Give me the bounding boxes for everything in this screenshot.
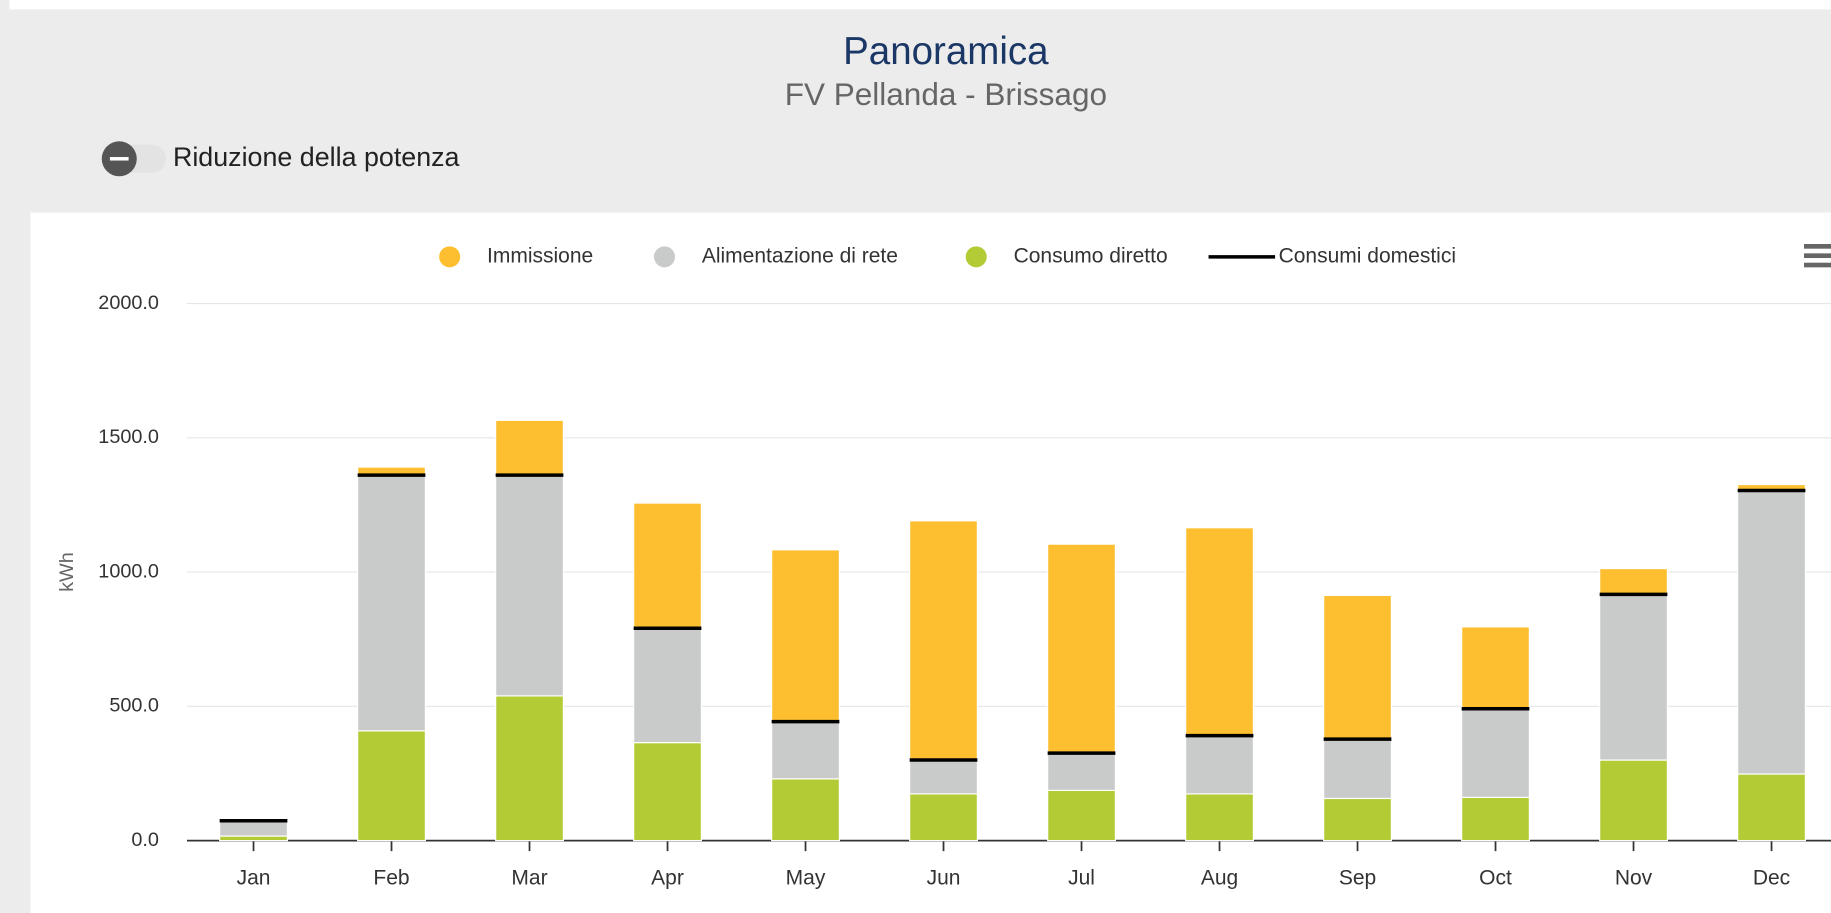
bar-segment <box>1323 738 1392 800</box>
x-tick-label: Aug <box>1201 867 1238 890</box>
bar-segment <box>1599 593 1668 761</box>
bar-segment <box>633 627 702 744</box>
y-tick-label: 500.0 <box>109 695 159 717</box>
bar-segment <box>771 721 840 780</box>
top-strip <box>9 0 1831 10</box>
bar-segment <box>1461 796 1530 842</box>
y-axis-label: kWh <box>56 552 78 592</box>
bar-segment <box>1185 527 1254 737</box>
bar-segment <box>1461 708 1530 798</box>
bar-segment <box>1323 594 1392 740</box>
bar-segment <box>495 419 564 476</box>
bar-segment <box>1185 735 1254 795</box>
x-tick-label: Nov <box>1615 867 1653 890</box>
menu-bar[interactable] <box>1803 262 1831 268</box>
x-tick-label: Dec <box>1753 867 1790 890</box>
bar-segment <box>1461 626 1530 710</box>
x-tick-label: Jul <box>1068 867 1095 890</box>
toggle[interactable] <box>101 141 166 177</box>
chart-subtitle: FV Pellanda - Brissago <box>785 76 1107 112</box>
x-tick-label: Sep <box>1339 867 1376 890</box>
legend-marker[interactable] <box>965 246 987 268</box>
bar-segment <box>1047 752 1116 791</box>
x-tick-label: May <box>786 867 826 890</box>
chart-title: Panoramica <box>843 30 1049 73</box>
bar-segment <box>909 759 978 795</box>
menu-icon[interactable] <box>1803 244 1831 268</box>
toggle-label: Riduzione della potenza <box>173 142 460 172</box>
legend-label[interactable]: Consumo diretto <box>1014 244 1168 267</box>
y-tick-label: 1500.0 <box>98 426 159 448</box>
bar-segment <box>1599 759 1668 842</box>
toggle-minus <box>109 157 129 161</box>
y-tick-label: 0.0 <box>131 829 159 851</box>
bar-segment <box>633 502 702 629</box>
bar-segment <box>1047 789 1116 842</box>
bar-segment <box>771 549 840 723</box>
x-tick-label: Jan <box>237 867 271 890</box>
legend-label[interactable]: Consumi domestici <box>1279 244 1456 267</box>
bar-segment <box>1323 797 1392 842</box>
bar-segment <box>1737 489 1806 775</box>
bar-segment <box>1737 773 1806 842</box>
bar-segment <box>1047 543 1116 754</box>
x-tick-label: Jun <box>927 867 961 890</box>
menu-bar[interactable] <box>1803 244 1831 249</box>
bar-segment <box>357 474 426 732</box>
legend-label[interactable]: Immissione <box>487 244 593 267</box>
bar-segment <box>495 695 564 842</box>
bar-segment <box>633 742 702 842</box>
y-tick-label: 1000.0 <box>98 560 159 582</box>
bar-segment <box>219 835 288 842</box>
bar-segment <box>495 474 564 697</box>
bar-segment <box>771 778 840 842</box>
bar-segment <box>1599 568 1668 595</box>
bar-segment <box>1185 793 1254 842</box>
x-tick-label: Apr <box>651 867 684 890</box>
bar-segment <box>909 793 978 842</box>
bar-segment <box>219 820 288 837</box>
bar-segment <box>909 520 978 761</box>
x-tick-label: Mar <box>511 867 547 890</box>
x-tick-label: Feb <box>373 867 409 890</box>
x-tick-label: Oct <box>1479 867 1512 890</box>
legend-marker[interactable] <box>439 246 461 268</box>
legend-label[interactable]: Alimentazione di rete <box>702 244 898 267</box>
y-tick-label: 2000.0 <box>98 292 159 314</box>
legend-marker[interactable] <box>653 246 675 268</box>
menu-bar[interactable] <box>1803 253 1831 259</box>
bar-segment <box>357 730 426 842</box>
